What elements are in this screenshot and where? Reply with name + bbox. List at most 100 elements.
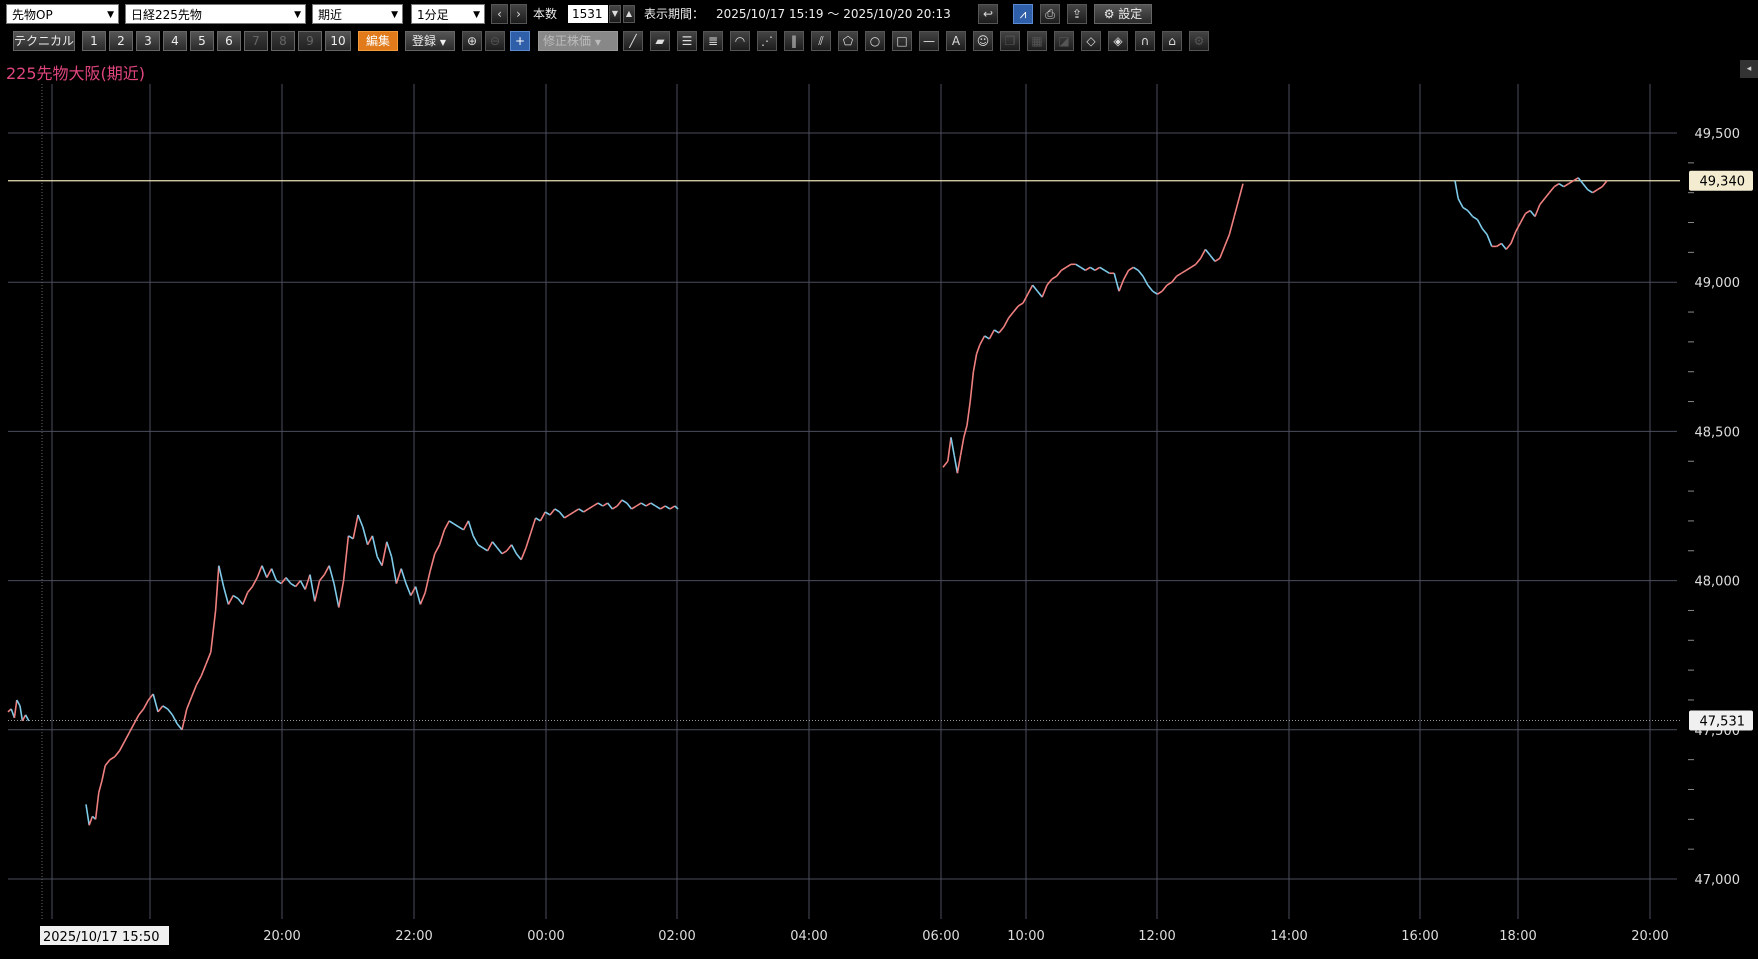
interval-select-value: 1分足 — [417, 8, 449, 22]
chart-type-icon[interactable]: ⩘ — [1013, 4, 1033, 24]
preset-4-button[interactable]: 4 — [163, 31, 187, 51]
gear-icon: ⚙ — [1103, 7, 1115, 21]
market-select[interactable]: 先物OP ▼ — [6, 4, 119, 24]
eraser-icon[interactable]: ◇ — [1081, 31, 1101, 51]
preset-2-button[interactable]: 2 — [109, 31, 133, 51]
price-segment — [237, 598, 244, 605]
adjusted-price-select[interactable]: 修正株価 ▼ — [538, 31, 618, 51]
fan-icon[interactable]: ⋰ — [757, 31, 777, 51]
next-period-button[interactable]: › — [510, 4, 527, 24]
register-button[interactable]: 登録 ▼ — [405, 31, 455, 51]
preset-10-button[interactable]: 10 — [325, 31, 351, 51]
price-segment — [338, 580, 345, 608]
interval-select[interactable]: 1分足 ▼ — [411, 4, 485, 24]
price-segment — [1204, 248, 1211, 256]
ref-price-tag: 47,531 — [1700, 715, 1746, 730]
ruler-icon[interactable]: ▰ — [650, 31, 670, 51]
price-segment — [400, 568, 407, 584]
chevron-down-icon: ▼ — [294, 10, 301, 20]
price-segment — [1156, 290, 1163, 295]
x-tick-label: 22:00 — [395, 929, 432, 944]
price-segment — [381, 541, 388, 566]
collapse-panel-icon[interactable]: ◂ — [1740, 60, 1758, 78]
vertical-lines-icon[interactable]: ‖ — [784, 31, 804, 51]
fibonacci-icon[interactable]: ≣ — [703, 31, 723, 51]
price-segment — [1529, 210, 1536, 218]
trendline-icon[interactable]: ╱ — [623, 31, 643, 51]
price-segment — [299, 580, 306, 590]
zoom-out-icon[interactable]: ⊖ — [485, 31, 505, 51]
bars-stepper-button[interactable]: ▲ — [623, 5, 635, 23]
grid-icon[interactable]: ▦ — [1027, 31, 1047, 51]
price-segment — [1055, 269, 1063, 277]
preset-8-button[interactable]: 8 — [271, 31, 295, 51]
reference-lines — [8, 180, 1680, 722]
price-segment — [419, 592, 426, 605]
price-segment — [1500, 242, 1507, 250]
contract-select[interactable]: 期近 ▼ — [312, 4, 403, 24]
price-segment — [304, 574, 311, 590]
price-segment — [1003, 317, 1010, 328]
period-label: 表示期間： — [644, 7, 705, 21]
magnet-icon[interactable]: ∩ — [1135, 31, 1155, 51]
price-segment — [1060, 266, 1067, 271]
bars-count-input[interactable]: 1531 — [568, 5, 608, 23]
prev-period-button[interactable]: ‹ — [491, 4, 508, 24]
price-segment — [114, 750, 121, 758]
preset-1-button[interactable]: 1 — [82, 31, 106, 51]
undo-icon[interactable]: ↩ — [978, 4, 998, 24]
text-icon[interactable]: A — [946, 31, 966, 51]
price-segment — [1238, 183, 1244, 199]
channel-icon[interactable]: ⫽ — [811, 31, 831, 51]
price-segment — [472, 535, 479, 546]
edit-button[interactable]: 編集 — [358, 31, 398, 51]
settings-button[interactable]: ⚙ 設定 — [1094, 4, 1152, 24]
eraser-all-icon[interactable]: ◈ — [1108, 31, 1128, 51]
bars-dropdown-button[interactable]: ▼ — [609, 5, 621, 23]
tool-settings-icon[interactable]: ⚙ — [1189, 31, 1209, 51]
technical-button[interactable]: テクニカル — [13, 31, 75, 51]
horizontal-lines-icon[interactable]: ☰ — [677, 31, 697, 51]
x-tick-label: 00:00 — [527, 929, 564, 944]
print-icon[interactable]: ⎙ — [1040, 4, 1060, 24]
price-segment — [486, 541, 494, 552]
price-segment — [328, 565, 335, 584]
pentagon-icon[interactable]: ⬠ — [838, 31, 858, 51]
preset-6-button[interactable]: 6 — [217, 31, 241, 51]
rectangle-icon[interactable]: □ — [892, 31, 912, 51]
x-axis: 20:00 22:00 00:00 02:00 04:00 06:00 10:00 12:00… — [40, 926, 1669, 945]
preset-9-button[interactable]: 9 — [298, 31, 322, 51]
price-segment — [1539, 198, 1546, 206]
comment-icon[interactable]: ◪ — [1054, 31, 1074, 51]
price-segment — [650, 502, 657, 507]
price-segment — [1592, 189, 1598, 194]
preset-5-button[interactable]: 5 — [190, 31, 214, 51]
price-segment — [563, 514, 570, 519]
stamp-icon[interactable]: ☺ — [973, 31, 993, 51]
x-tick-label: 04:00 — [790, 929, 827, 944]
horizontal-line-icon[interactable]: — — [919, 31, 939, 51]
price-segment — [1219, 246, 1226, 259]
price-segment — [448, 520, 455, 525]
x-tick-label: 20:00 — [263, 929, 300, 944]
chevron-down-icon: ▼ — [391, 10, 398, 20]
instrument-select[interactable]: 日経225先物 ▼ — [125, 4, 306, 24]
arc-icon[interactable]: ◠ — [730, 31, 750, 51]
circle-icon[interactable]: ○ — [865, 31, 885, 51]
price-segment — [1481, 227, 1488, 235]
toolbar-bottom: テクニカル 1 2 3 4 5 6 7 8 9 10 編集 登録 ▼ ⊕ ⊖ +… — [0, 29, 1758, 53]
preset-7-button[interactable]: 7 — [244, 31, 268, 51]
preset-3-button[interactable]: 3 — [136, 31, 160, 51]
crosshair-icon[interactable]: + — [510, 31, 530, 51]
price-segment — [133, 714, 140, 725]
price-segment — [1075, 263, 1082, 268]
copy-icon[interactable]: ❐ — [1000, 31, 1020, 51]
zoom-in-icon[interactable]: ⊕ — [462, 31, 482, 51]
lock-icon[interactable]: ⌂ — [1162, 31, 1182, 51]
price-segment — [210, 610, 217, 653]
export-icon[interactable]: ⇪ — [1067, 4, 1087, 24]
price-segment — [1166, 281, 1173, 286]
price-segment — [1017, 302, 1024, 307]
chart-title: 225先物大阪(期近) — [6, 64, 146, 83]
